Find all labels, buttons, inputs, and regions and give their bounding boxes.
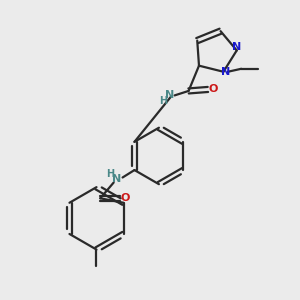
Text: N: N xyxy=(221,67,230,77)
Text: H: H xyxy=(159,96,167,106)
Text: N: N xyxy=(165,90,174,100)
Text: H: H xyxy=(106,169,114,178)
Text: O: O xyxy=(120,193,130,203)
Text: N: N xyxy=(112,174,121,184)
Text: O: O xyxy=(208,85,218,94)
Text: N: N xyxy=(232,43,242,52)
